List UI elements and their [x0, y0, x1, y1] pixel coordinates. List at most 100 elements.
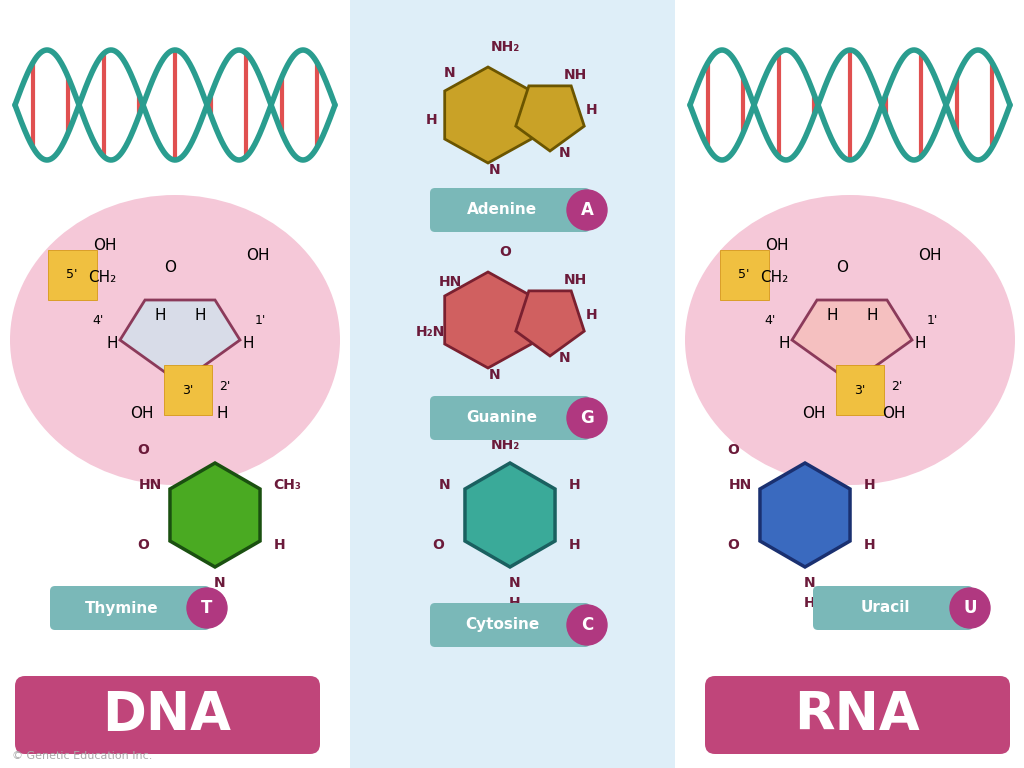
Text: 2': 2' [891, 380, 903, 393]
Text: H: H [864, 538, 876, 552]
Text: 5': 5' [67, 269, 78, 282]
FancyBboxPatch shape [430, 396, 590, 440]
Text: H: H [426, 113, 438, 127]
Circle shape [567, 190, 607, 230]
Polygon shape [120, 300, 240, 383]
Text: H: H [216, 406, 227, 421]
Text: H: H [569, 478, 581, 492]
Text: N: N [559, 351, 570, 365]
Text: OH: OH [130, 406, 154, 421]
Text: HN: HN [138, 478, 162, 492]
Text: N: N [439, 478, 451, 492]
Text: 4': 4' [764, 313, 776, 326]
Text: A: A [581, 201, 594, 219]
Text: O: O [836, 260, 848, 274]
Text: H: H [274, 538, 286, 552]
Polygon shape [516, 86, 585, 151]
Polygon shape [444, 272, 531, 368]
Text: NH: NH [563, 68, 587, 82]
Text: DNA: DNA [102, 689, 231, 741]
Text: O: O [137, 443, 148, 457]
Text: OH: OH [765, 237, 788, 253]
Circle shape [567, 605, 607, 645]
Text: C: C [581, 616, 593, 634]
Polygon shape [760, 463, 850, 567]
Text: OH: OH [883, 406, 906, 421]
Ellipse shape [10, 195, 340, 485]
Text: N: N [444, 66, 456, 80]
Text: NH: NH [563, 273, 587, 287]
Text: 2': 2' [219, 380, 230, 393]
Text: G: G [581, 409, 594, 427]
Text: N: N [489, 163, 501, 177]
Text: T: T [202, 599, 213, 617]
Text: H: H [826, 307, 838, 323]
Text: HN: HN [728, 478, 752, 492]
Text: H: H [914, 336, 926, 350]
Text: 1': 1' [254, 313, 265, 326]
Text: H: H [195, 307, 206, 323]
FancyBboxPatch shape [430, 603, 590, 647]
Text: CH₂: CH₂ [760, 270, 788, 284]
Text: H: H [106, 336, 118, 350]
Text: 3': 3' [182, 383, 194, 396]
Text: CH₃: CH₃ [273, 478, 301, 492]
Text: OH: OH [919, 247, 942, 263]
Text: Uracil: Uracil [860, 601, 909, 615]
Text: O: O [727, 443, 739, 457]
Text: O: O [432, 538, 444, 552]
Polygon shape [792, 300, 912, 383]
Text: 5': 5' [738, 269, 750, 282]
Text: O: O [727, 538, 739, 552]
FancyBboxPatch shape [350, 0, 675, 768]
Text: © Genetic Education Inc.: © Genetic Education Inc. [12, 751, 153, 761]
Text: H: H [586, 308, 598, 322]
Text: Adenine: Adenine [467, 203, 537, 217]
Text: O: O [137, 538, 148, 552]
Text: N: N [509, 576, 521, 590]
Text: N: N [214, 576, 226, 590]
Text: Guanine: Guanine [467, 411, 538, 425]
Text: CH₂: CH₂ [88, 270, 116, 284]
Text: H: H [569, 538, 581, 552]
Text: O: O [164, 260, 176, 274]
Text: O: O [499, 245, 511, 259]
Text: N: N [804, 576, 816, 590]
Text: H: H [804, 596, 816, 610]
Polygon shape [170, 463, 260, 567]
Text: 1': 1' [927, 313, 938, 326]
Text: H₂N: H₂N [416, 325, 444, 339]
Circle shape [950, 588, 990, 628]
Text: H: H [866, 307, 878, 323]
Text: H: H [864, 478, 876, 492]
Circle shape [567, 398, 607, 438]
Text: OH: OH [93, 237, 117, 253]
Text: NH₂: NH₂ [490, 40, 519, 54]
Text: H: H [243, 336, 254, 350]
FancyBboxPatch shape [430, 188, 590, 232]
FancyBboxPatch shape [50, 586, 210, 630]
Polygon shape [516, 291, 585, 356]
Text: 4': 4' [92, 313, 103, 326]
Text: H: H [509, 596, 521, 610]
Text: Thymine: Thymine [85, 601, 159, 615]
FancyBboxPatch shape [705, 676, 1010, 754]
Text: N: N [489, 368, 501, 382]
Text: NH₂: NH₂ [490, 438, 519, 452]
Polygon shape [465, 463, 555, 567]
Polygon shape [444, 67, 531, 163]
Text: OH: OH [802, 406, 825, 421]
FancyBboxPatch shape [813, 586, 973, 630]
Ellipse shape [685, 195, 1015, 485]
Text: H: H [155, 307, 166, 323]
Text: H: H [778, 336, 790, 350]
Text: HN: HN [438, 275, 462, 289]
FancyBboxPatch shape [15, 676, 319, 754]
Text: 3': 3' [854, 383, 865, 396]
Text: H: H [586, 103, 598, 117]
Text: H: H [214, 596, 226, 610]
Text: OH: OH [246, 247, 269, 263]
Text: N: N [559, 146, 570, 160]
Circle shape [187, 588, 227, 628]
Text: Cytosine: Cytosine [465, 617, 539, 633]
